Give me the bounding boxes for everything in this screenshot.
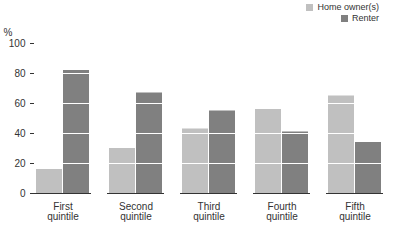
svg-text:Thirdquintile: Thirdquintile (193, 201, 225, 222)
svg-text:40: 40 (14, 128, 26, 139)
svg-text:80: 80 (14, 68, 26, 79)
svg-text:20: 20 (14, 158, 26, 169)
svg-text:%: % (4, 27, 13, 38)
svg-text:Firstquintile: Firstquintile (47, 201, 79, 222)
svg-text:100: 100 (9, 38, 26, 49)
svg-text:0: 0 (20, 188, 26, 199)
svg-text:60: 60 (14, 98, 26, 109)
html-text:Renter: Renter (352, 12, 379, 23)
svg-text:Secondquintile: Secondquintile (119, 201, 153, 222)
svg-text:Fifthquintile: Fifthquintile (339, 201, 371, 222)
svg-text:Fourthquintile: Fourthquintile (266, 201, 298, 222)
html-text:Home owner(s): Home owner(s) (317, 1, 379, 12)
